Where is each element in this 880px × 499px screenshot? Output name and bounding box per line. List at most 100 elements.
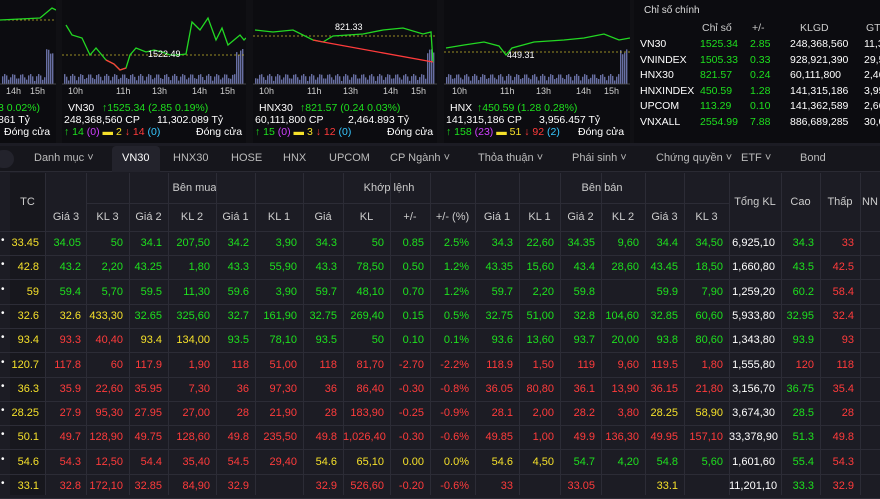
cell-gi-3[interactable]: 93.8	[656, 334, 678, 347]
cell-gi-3[interactable]: 28.25	[650, 407, 678, 420]
mini-chart-hnx30[interactable]: 821.33 10h 11h 13h 14h 15h HNX30 ↑821.57 (0.24 …	[253, 0, 437, 143]
cell--[interactable]: -0.30	[398, 382, 424, 395]
cell-gi-[interactable]: 93.5	[315, 334, 337, 347]
cell-cao[interactable]: 32.95	[786, 309, 814, 322]
index-row-vn30[interactable]: VN30 1525.34 2.85 248,368,560 11,30	[640, 38, 880, 53]
cell-gi-2[interactable]: 59.8	[573, 285, 595, 298]
cell-kl-3[interactable]: 157,10	[689, 431, 723, 444]
cell-gi-[interactable]: 32.75	[309, 309, 337, 322]
cell--[interactable]: 0.70	[402, 285, 424, 298]
cell-gi-1[interactable]: 49.85	[485, 431, 513, 444]
cell-gi-2[interactable]: 119	[577, 358, 595, 371]
cell-gi-2[interactable]: 33.05	[567, 480, 595, 492]
cell-gi-[interactable]: 59.7	[315, 285, 337, 298]
cell-gi-2[interactable]: 117.9	[135, 358, 162, 371]
cell-th-p[interactable]: 93	[841, 334, 854, 347]
cell-kl-3[interactable]: 18,50	[695, 261, 723, 274]
cell--[interactable]: 1.2%	[443, 285, 469, 298]
cell-gi-1[interactable]: 36.05	[485, 382, 513, 395]
mini-chart-hnx[interactable]: 449.31 10h 11h 13h 14h 15h HNX ↑450.59 (1.28 0.…	[444, 0, 630, 143]
cell-t-ng-kl[interactable]: 1,660,80	[732, 261, 775, 274]
cell-gi-1[interactable]: 32.7	[227, 309, 249, 322]
cell-gi-1[interactable]: 32.75	[485, 309, 513, 322]
col-header[interactable]: +/- (%)	[435, 211, 470, 223]
col-header[interactable]: Giá 1	[483, 211, 511, 223]
cell-kl-3[interactable]: 1,80	[701, 358, 723, 371]
cell-gi-2[interactable]: 49.75	[134, 431, 162, 444]
col-header-tổng-kl[interactable]: Tổng KL	[734, 196, 776, 208]
cell-kl-2[interactable]: 13,90	[611, 382, 639, 395]
cell-kl-3[interactable]: 34,50	[695, 237, 723, 249]
cell-th-p[interactable]: 32.4	[832, 309, 854, 322]
cell-kl-2[interactable]: 3,80	[617, 407, 639, 420]
cell-gi-3[interactable]: 119.5	[651, 358, 678, 371]
col-header[interactable]: KL 2	[611, 211, 635, 223]
cell-kl[interactable]: 86,40	[356, 382, 384, 395]
index-row-hnxindex[interactable]: HNXINDEX 450.59 1.28 141,315,186 3,95	[640, 85, 880, 100]
cell-kl-3[interactable]: 60	[110, 358, 123, 371]
cell-kl-3[interactable]: 5,70	[101, 285, 123, 298]
cell--[interactable]: -2.70	[398, 358, 424, 371]
index-row-vnindex[interactable]: VNINDEX 1505.33 0.33 928,921,390 29,58	[640, 54, 880, 69]
cell-kl-3[interactable]: 40,40	[95, 334, 123, 347]
tab-etf[interactable]: ETF ˅	[741, 152, 772, 164]
cell-kl[interactable]: 78,50	[356, 261, 384, 274]
cell--[interactable]: 0.00	[402, 455, 424, 468]
cell--[interactable]: -0.30	[398, 431, 424, 444]
table-row[interactable]: • 59 59.4 5,70 59.5 11,30 59.6 3,90 59.7 48,10 0.7…	[0, 280, 880, 304]
cell--[interactable]: 0.50	[402, 261, 424, 274]
cell-kl-3[interactable]: 433,30	[89, 309, 123, 322]
cell-t-ng-kl[interactable]: 5,933,80	[732, 309, 775, 322]
cell-gi-[interactable]: 36	[324, 382, 337, 395]
cell-kl[interactable]: 65,10	[356, 455, 384, 468]
cell-gi-[interactable]: 118	[319, 358, 337, 371]
cell-kl-1[interactable]	[519, 474, 560, 498]
col-header-tc[interactable]: TC	[20, 196, 35, 208]
cell-kl-1[interactable]: 161,90	[263, 309, 297, 322]
table-row[interactable]: • 50.1 49.7 128,90 49.75 128,60 49.8 235,50 49.8…	[0, 425, 880, 449]
cell-kl-2[interactable]	[601, 474, 645, 498]
tab-hnx30[interactable]: HNX30	[173, 152, 209, 164]
cell--[interactable]: 0.15	[402, 309, 424, 322]
cell-kl-1[interactable]: 97,30	[269, 382, 297, 395]
col-header[interactable]: KL 1	[267, 211, 291, 223]
cell-gi-[interactable]: 32.9	[315, 480, 337, 492]
index-row-hnx30[interactable]: HNX30 821.57 0.24 60,111,800 2,46	[640, 69, 880, 84]
cell-gi-1[interactable]: 32.9	[227, 480, 249, 492]
cell-gi-2[interactable]: 49.9	[573, 431, 595, 444]
cell-kl-2[interactable]: 20,00	[611, 334, 639, 347]
cell-kl-2[interactable]: 28,60	[611, 261, 639, 274]
cell-th-p[interactable]: 58.4	[832, 285, 854, 298]
cell-kl[interactable]: 50	[371, 237, 384, 249]
tab-bond[interactable]: Bond	[800, 152, 826, 164]
cell-kl-3[interactable]: 12,50	[95, 455, 123, 468]
cell-kl-1[interactable]: 1,50	[532, 358, 554, 371]
cell-gi-3[interactable]: 117.8	[54, 358, 81, 371]
cell-gi-2[interactable]: 93.4	[140, 334, 162, 347]
cell-gi-1[interactable]: 34.3	[491, 237, 513, 249]
cell-kl-2[interactable]: 1,80	[188, 261, 210, 274]
cell-gi-1[interactable]: 59.6	[227, 285, 249, 298]
cell--[interactable]: 2.5%	[443, 237, 469, 249]
cell-kl-3[interactable]: 80,60	[695, 334, 723, 347]
cell-kl-1[interactable]: 55,90	[269, 261, 297, 274]
cell--[interactable]: -0.6%	[440, 480, 469, 492]
tabs-left-pill[interactable]	[0, 150, 14, 168]
cell--[interactable]: 0.0%	[443, 455, 469, 468]
cell-gi-[interactable]: 28	[324, 407, 337, 420]
cell-cao[interactable]: 120	[795, 358, 814, 371]
cell-gi-3[interactable]: 32.6	[59, 309, 81, 322]
cell-kl-1[interactable]: 21,90	[269, 407, 297, 420]
cell-kl-1[interactable]: 51,00	[269, 358, 297, 371]
cell-kl-1[interactable]: 2,00	[532, 407, 554, 420]
cell-cao[interactable]: 55.4	[792, 455, 814, 468]
tab-upcom[interactable]: UPCOM	[329, 152, 370, 164]
cell-kl[interactable]: 48,10	[356, 285, 384, 298]
col-header[interactable]: Giá 1	[222, 211, 249, 223]
cell-gi-2[interactable]: 93.7	[573, 334, 595, 347]
cell-t-ng-kl[interactable]: 1,259,20	[732, 285, 775, 298]
cell-kl-2[interactable]: 136,30	[605, 431, 639, 444]
cell-kl-2[interactable]: 1,90	[188, 358, 210, 371]
cell-cao[interactable]: 43.5	[792, 261, 814, 274]
cell-kl-3[interactable]: 128,90	[89, 431, 123, 444]
